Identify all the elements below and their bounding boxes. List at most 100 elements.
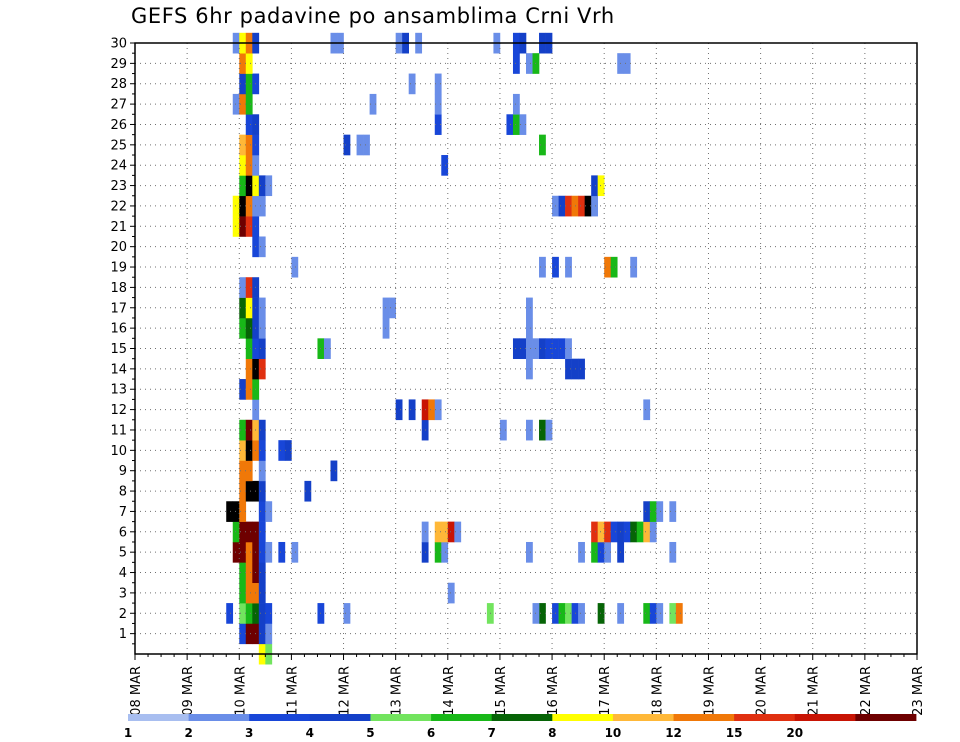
colorbar-swatch (552, 714, 614, 721)
heatmap-cells (226, 32, 683, 665)
heatmap-cell (304, 480, 312, 502)
heatmap-cell (245, 562, 253, 584)
heatmap-cell (245, 114, 253, 135)
y-tick-label: 17 (110, 301, 127, 316)
y-tick-label: 22 (110, 199, 127, 214)
heatmap-cell (669, 541, 677, 563)
y-tick-label: 18 (110, 281, 127, 296)
y-tick-label: 12 (110, 403, 127, 418)
heatmap-cell (526, 358, 533, 380)
heatmap-cell (441, 155, 449, 176)
colorbar-label: 1 (124, 726, 132, 740)
heatmap-cell (630, 521, 638, 543)
x-tick-label: 23 MAR (911, 666, 926, 716)
heatmap-cell (265, 603, 273, 624)
heatmap-cell (539, 256, 546, 278)
heatmap-cell (245, 317, 253, 339)
heatmap-cell (630, 256, 638, 278)
heatmap-cell (447, 582, 455, 604)
heatmap-cell (258, 541, 266, 563)
heatmap-cell (239, 175, 247, 197)
heatmap-cell (232, 541, 240, 563)
heatmap-cell (434, 73, 442, 95)
y-tick-label: 14 (110, 362, 127, 377)
heatmap-cell (499, 419, 507, 441)
heatmap-cell (610, 256, 618, 278)
heatmap-cell (578, 541, 585, 563)
heatmap-cell (265, 501, 273, 522)
heatmap-cell (539, 603, 546, 624)
heatmap-cell (597, 175, 605, 197)
heatmap-cell (441, 521, 449, 543)
heatmap-cell (226, 501, 234, 522)
colorbar-swatch (673, 714, 735, 721)
colorbar-swatch (188, 714, 250, 721)
heatmap-cell (239, 521, 247, 543)
heatmap-cell (245, 216, 253, 237)
heatmap-cell (226, 603, 234, 624)
heatmap-cell (623, 53, 631, 74)
heatmap-cell (239, 73, 247, 95)
heatmap-cell (539, 338, 546, 359)
y-tick-label: 23 (110, 179, 127, 194)
x-tick-label: 16 MAR (546, 666, 561, 716)
heatmap-cell (428, 399, 436, 421)
colorbar-swatch (794, 714, 856, 721)
heatmap-cell (239, 603, 247, 624)
colorbar-swatch (612, 714, 674, 721)
heatmap-cell (395, 399, 403, 421)
heatmap-cell (245, 73, 253, 95)
heatmap-cell (239, 216, 247, 237)
heatmap-cell (512, 93, 520, 115)
heatmap-cell (239, 460, 247, 482)
heatmap-cell (232, 521, 240, 543)
heatmap-cell (591, 521, 598, 543)
heatmap-cell (454, 521, 462, 543)
y-tick-label: 20 (110, 240, 127, 255)
y-tick-label: 8 (119, 485, 127, 500)
heatmap-cell (604, 521, 612, 543)
y-tick-label: 6 (119, 525, 127, 540)
heatmap-cell (591, 541, 598, 563)
heatmap-cell (382, 297, 390, 319)
heatmap-cell (675, 603, 683, 624)
heatmap-cell (245, 460, 253, 482)
heatmap-cell (649, 501, 657, 522)
colorbar-label: 8 (548, 726, 556, 740)
heatmap-cell (434, 541, 442, 563)
heatmap-cell (578, 603, 585, 624)
heatmap-cell (239, 501, 247, 522)
heatmap-cell (232, 195, 240, 217)
heatmap-cell (278, 541, 286, 563)
heatmap-cell (239, 440, 247, 461)
heatmap-cell (519, 338, 527, 359)
colorbar-swatch (491, 714, 553, 721)
colorbar-label: 6 (427, 726, 435, 740)
heatmap-cell (258, 501, 266, 522)
heatmap-cell (610, 521, 618, 543)
heatmap-cell (623, 521, 631, 543)
y-tick-label: 15 (110, 342, 127, 357)
colorbar-label: 3 (245, 726, 253, 740)
heatmap-cell (643, 521, 651, 543)
heatmap-cell (441, 541, 449, 563)
heatmap-cell (239, 277, 247, 298)
heatmap-cell (258, 623, 266, 645)
heatmap-cell (239, 562, 247, 584)
y-tick-label: 5 (119, 546, 127, 561)
heatmap-cell (643, 501, 651, 522)
heatmap-cell (245, 277, 253, 298)
heatmap-cell (245, 440, 253, 461)
heatmap-cell (239, 379, 247, 400)
heatmap-cell (232, 216, 240, 237)
y-tick-label: 27 (110, 98, 127, 113)
heatmap-cell (565, 338, 572, 359)
heatmap-cell (239, 297, 247, 319)
y-tick-label: 13 (110, 383, 127, 398)
heatmap-cell (643, 603, 651, 624)
heatmap-cell (558, 195, 566, 217)
heatmap-cell (604, 541, 612, 563)
y-tick-label: 7 (119, 505, 127, 520)
colorbar-swatch (855, 714, 917, 721)
